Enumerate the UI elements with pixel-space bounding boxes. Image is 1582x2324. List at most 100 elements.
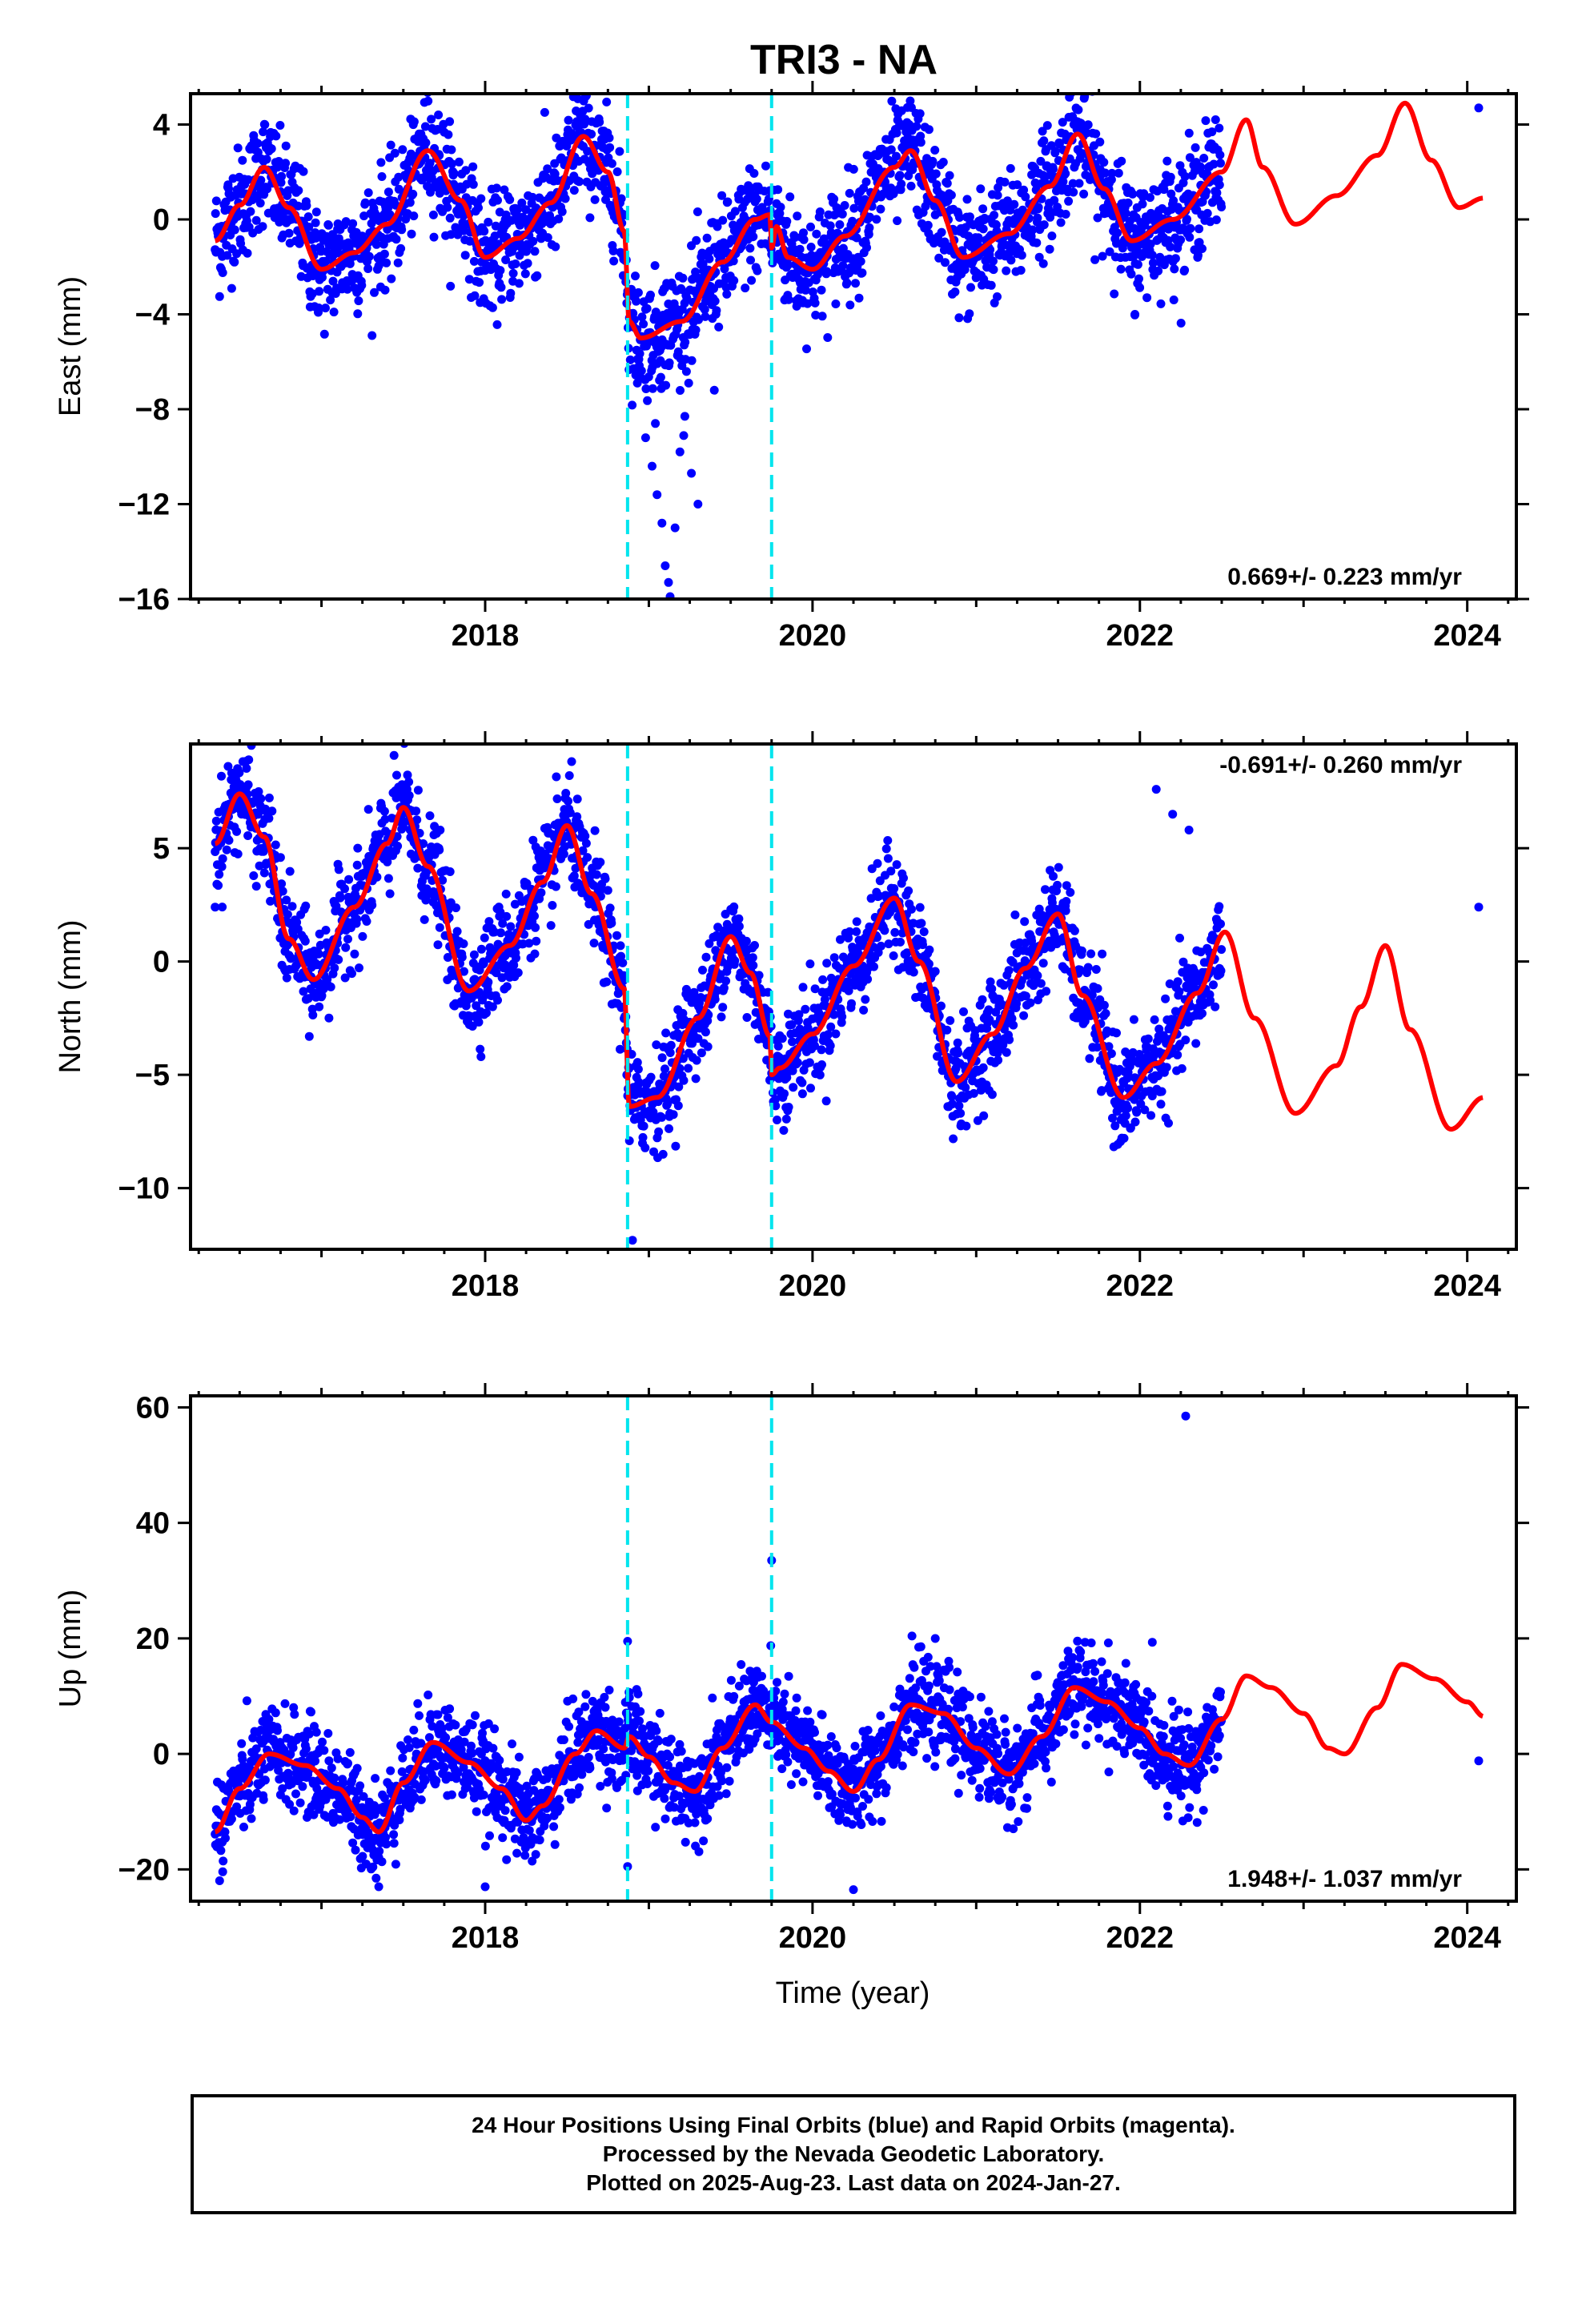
data-point [528, 835, 538, 845]
data-point [304, 1031, 314, 1041]
data-point [661, 1064, 669, 1074]
data-point [876, 204, 885, 214]
data-point [942, 1025, 952, 1035]
data-point [1033, 971, 1042, 980]
data-point [665, 592, 675, 599]
data-point [798, 983, 808, 992]
data-point [319, 329, 329, 339]
data-point [974, 233, 983, 243]
data-point [543, 233, 552, 243]
data-point [298, 1782, 307, 1791]
data-point [482, 1008, 491, 1018]
data-point [664, 577, 673, 587]
data-point [618, 958, 628, 967]
data-point [987, 984, 997, 994]
data-point [1166, 242, 1175, 251]
data-point [409, 117, 419, 127]
data-point [1026, 998, 1035, 1007]
data-point [881, 844, 891, 854]
east-y-tick-label: 4 [153, 109, 170, 143]
data-point [273, 1726, 282, 1735]
data-point [835, 220, 845, 229]
data-point [243, 248, 252, 258]
data-point [852, 927, 861, 936]
data-point [1203, 208, 1212, 218]
data-point [693, 500, 703, 509]
data-point [358, 931, 367, 941]
data-point [341, 943, 351, 952]
data-point [823, 333, 833, 342]
data-point [1198, 1009, 1207, 1018]
data-point [1143, 1034, 1153, 1043]
data-point [1129, 223, 1138, 233]
data-point [651, 419, 661, 428]
data-point [425, 159, 435, 168]
data-point [906, 181, 916, 191]
data-point [387, 814, 396, 823]
data-point [509, 960, 519, 970]
data-point [616, 951, 626, 961]
data-point [434, 111, 444, 119]
data-point [907, 904, 916, 914]
data-point [468, 162, 478, 171]
data-point [829, 953, 839, 963]
data-point [750, 941, 759, 950]
data-point [603, 886, 612, 895]
data-point [1216, 159, 1225, 168]
data-point [838, 243, 848, 253]
data-point [862, 243, 871, 252]
data-point [1180, 265, 1190, 275]
data-point [666, 1040, 676, 1050]
data-point [876, 941, 885, 951]
data-point [1050, 147, 1060, 156]
north-rate-label: -0.691+/- 0.260 mm/yr [1219, 752, 1462, 778]
data-point [286, 954, 295, 963]
data-point [745, 243, 755, 253]
data-point [993, 292, 1002, 301]
data-point [403, 770, 412, 780]
data-point [1138, 199, 1147, 209]
data-point [616, 941, 625, 951]
data-point [1047, 231, 1057, 241]
data-point [386, 140, 396, 150]
north-y-tick-label: 5 [153, 832, 170, 866]
data-point [784, 260, 793, 270]
data-point [435, 845, 444, 854]
data-point [909, 967, 918, 977]
data-point [1019, 1011, 1029, 1020]
data-point [383, 857, 392, 866]
data-point [224, 835, 234, 845]
data-point [1130, 1117, 1140, 1127]
data-point [540, 107, 549, 117]
data-point [436, 826, 445, 834]
data-point [284, 228, 294, 238]
data-point [1065, 154, 1074, 163]
data-point [661, 1028, 671, 1038]
data-point [773, 185, 783, 195]
data-point [536, 888, 546, 898]
data-point [480, 227, 489, 236]
data-point [1215, 902, 1224, 911]
data-point [1170, 264, 1179, 274]
data-point [1129, 1015, 1138, 1024]
data-point [986, 977, 995, 987]
data-point [1009, 1020, 1018, 1030]
data-point [277, 171, 287, 181]
east-x-tick-label: 2024 [1433, 619, 1501, 653]
data-point [712, 306, 721, 316]
data-point [919, 927, 929, 936]
data-point [640, 1143, 650, 1152]
data-point [1175, 161, 1185, 171]
data-point [954, 313, 964, 323]
data-point [1038, 127, 1047, 136]
data-point [849, 164, 858, 174]
data-point [986, 280, 996, 290]
data-point [1074, 179, 1084, 188]
data-point [391, 235, 401, 244]
data-point [532, 271, 542, 280]
data-point [1177, 1063, 1186, 1073]
data-point [717, 191, 727, 200]
data-point [380, 814, 390, 824]
data-point [446, 281, 456, 291]
data-point [925, 945, 934, 955]
